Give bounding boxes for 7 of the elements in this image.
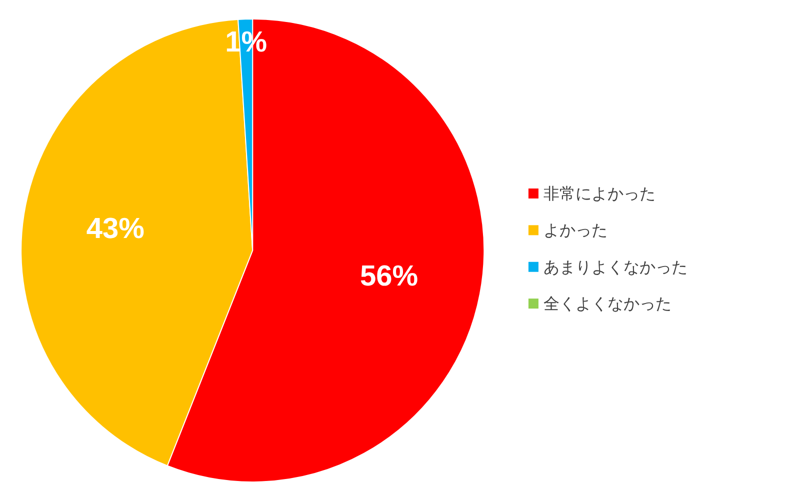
data-label: 43%	[86, 212, 145, 245]
legend-label: 全くよくなかった	[543, 294, 672, 314]
legend-label: 非常によかった	[543, 184, 656, 203]
data-label: 1%	[225, 26, 268, 58]
data-label: 56%	[360, 260, 418, 293]
legend-label: あまりよくなかった	[543, 257, 688, 276]
legend-label: よかった	[543, 220, 608, 240]
